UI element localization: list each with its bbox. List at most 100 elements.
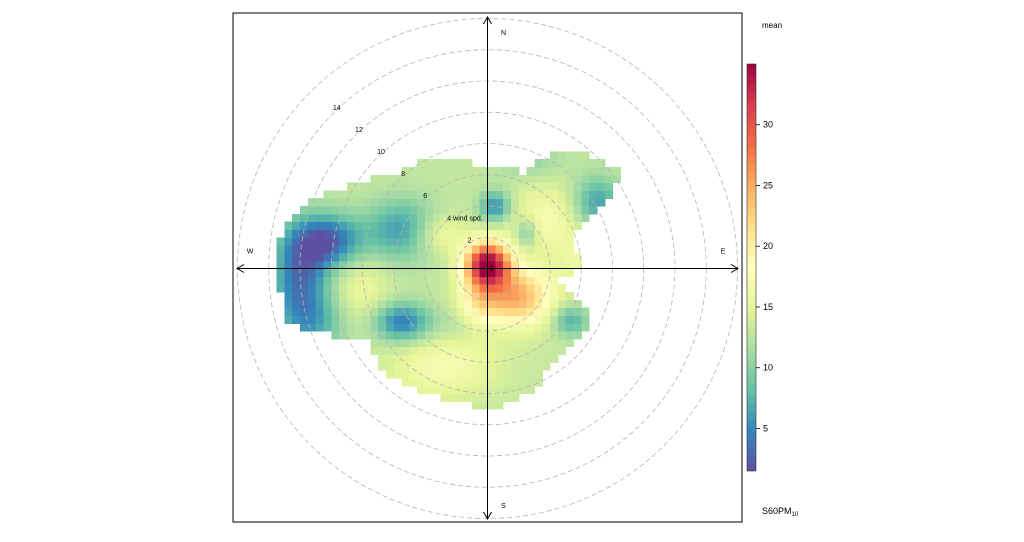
surface-cell [385, 331, 395, 340]
surface-cell [573, 299, 582, 309]
radial-tick-label: 4 wind spd. [447, 215, 482, 222]
surface-cell [456, 291, 465, 301]
surface-cell [510, 221, 520, 231]
surface-cell [346, 268, 356, 277]
surface-cell [487, 198, 496, 207]
surface-cell [518, 307, 528, 316]
surface-cell [518, 370, 528, 379]
surface-cell [331, 221, 340, 231]
surface-cell [526, 338, 535, 348]
colour-key-tick-label: 5 [763, 423, 768, 433]
surface-cell [409, 268, 418, 277]
surface-cell [448, 385, 457, 395]
surface-cell [503, 166, 512, 176]
surface-cell [432, 284, 442, 293]
surface-cell [487, 385, 496, 395]
surface-cell [542, 354, 551, 363]
surface-cell [385, 229, 395, 238]
surface-cell [362, 307, 371, 316]
surface-cell [440, 276, 450, 285]
surface-cell [401, 346, 410, 356]
surface-cell [487, 331, 496, 340]
surface-cell [448, 252, 457, 262]
surface-cell [495, 315, 504, 324]
surface-cell [510, 284, 520, 293]
surface-cell [518, 260, 528, 270]
surface-cell [440, 291, 450, 301]
surface-cell [487, 291, 496, 301]
surface-cell [440, 377, 450, 387]
surface-cell [503, 182, 512, 191]
surface-cell [557, 206, 567, 215]
surface-cell [354, 198, 364, 207]
surface-cell [393, 190, 403, 199]
surface-cell [417, 354, 426, 363]
surface-cell [307, 252, 317, 262]
surface-cell [370, 229, 379, 238]
surface-cell [354, 182, 364, 191]
surface-cell [385, 252, 395, 262]
pollutant-subscript: 10 [791, 512, 799, 518]
surface-cell [510, 252, 520, 262]
surface-cell [284, 237, 293, 246]
surface-cell [425, 268, 434, 277]
surface-cell [557, 166, 567, 176]
colour-key-tick-label: 15 [763, 302, 773, 312]
surface-cell [425, 229, 434, 238]
surface-cell [393, 213, 403, 223]
surface-cell [510, 229, 520, 238]
surface-cell [479, 393, 489, 402]
surface-cell [510, 307, 520, 316]
surface-cell [534, 284, 543, 293]
surface-cell [557, 151, 567, 160]
surface-cell [440, 237, 450, 246]
surface-cell [300, 315, 309, 324]
surface-cell [432, 174, 442, 184]
surface-cell [331, 245, 340, 254]
surface-cell [464, 174, 473, 184]
surface-cell [417, 198, 426, 207]
surface-cell [307, 260, 317, 270]
surface-cell [534, 221, 543, 231]
surface-cell [425, 385, 434, 395]
surface-cell [284, 229, 293, 238]
surface-cell [550, 213, 559, 223]
surface-cell [526, 307, 535, 316]
surface-cell [425, 166, 434, 176]
surface-cell [495, 284, 504, 293]
surface-cell [518, 385, 528, 395]
surface-cell [471, 276, 481, 285]
surface-cell [550, 354, 559, 363]
surface-cell [354, 206, 364, 215]
surface-cell [479, 401, 489, 410]
surface-cell [503, 385, 512, 395]
surface-cell [495, 370, 504, 379]
surface-cell [550, 284, 559, 293]
surface-cell [448, 268, 457, 277]
surface-cell [487, 307, 496, 316]
surface-cell [323, 213, 332, 223]
surface-cell [487, 221, 496, 231]
surface-cell [495, 245, 504, 254]
surface-cell [518, 245, 528, 254]
surface-cell [464, 338, 473, 348]
surface-cell [385, 323, 395, 332]
surface-cell [300, 284, 309, 293]
surface-cell [440, 166, 450, 176]
surface-cell [425, 323, 434, 332]
surface-cell [300, 252, 309, 262]
surface-cell [440, 393, 450, 402]
surface-cell [331, 206, 340, 215]
surface-cell [378, 245, 387, 254]
surface-cell [456, 260, 465, 270]
surface-cell [503, 213, 512, 223]
surface-cell [565, 221, 575, 231]
surface-cell [401, 229, 410, 238]
surface-cell [432, 159, 442, 168]
surface-cell [526, 331, 535, 340]
surface-cell [292, 245, 301, 254]
surface-cell [565, 206, 575, 215]
surface-cell [409, 229, 418, 238]
surface-cell [284, 284, 293, 293]
